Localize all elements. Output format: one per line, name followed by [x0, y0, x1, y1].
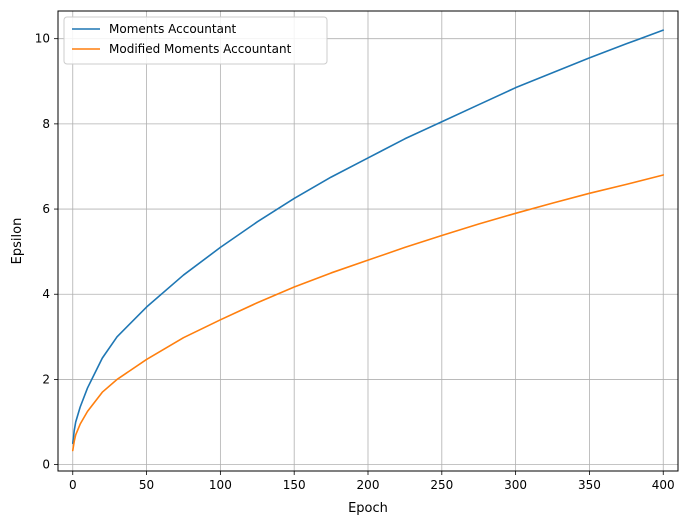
- legend-label-1: Moments Accountant: [109, 22, 237, 36]
- y-tick-label: 4: [42, 287, 50, 301]
- x-tick-label: 350: [578, 478, 601, 492]
- x-tick-label: 300: [504, 478, 527, 492]
- y-axis-label: Epsilon: [10, 218, 25, 265]
- x-tick-label: 100: [209, 478, 232, 492]
- x-tick-label: 400: [652, 478, 675, 492]
- x-tick-label: 200: [357, 478, 380, 492]
- legend-box: [63, 16, 328, 65]
- y-tick-label: 6: [42, 202, 50, 216]
- plot-series: [71, 29, 665, 452]
- series-line-1: [71, 29, 665, 445]
- axis-ticks: 0 50 100 150 200 250 300 350 400 0 2 4 6 8 10: [35, 32, 675, 492]
- y-tick-label: 10: [35, 32, 50, 46]
- x-tick-label: 150: [283, 478, 306, 492]
- x-tick-label: 250: [430, 478, 453, 492]
- legend-label-2: Modified Moments Accountant: [109, 42, 292, 56]
- series-line-2: [71, 174, 665, 452]
- x-tick-label: 50: [139, 478, 154, 492]
- y-tick-label: 2: [42, 372, 50, 386]
- y-tick-label: 0: [42, 458, 50, 472]
- x-tick-label: 0: [69, 478, 77, 492]
- legend: Moments Accountant Modified Moments Accou…: [63, 16, 328, 65]
- grid: [58, 11, 678, 471]
- x-axis-label: Epoch: [348, 501, 388, 516]
- y-tick-label: 8: [42, 117, 50, 131]
